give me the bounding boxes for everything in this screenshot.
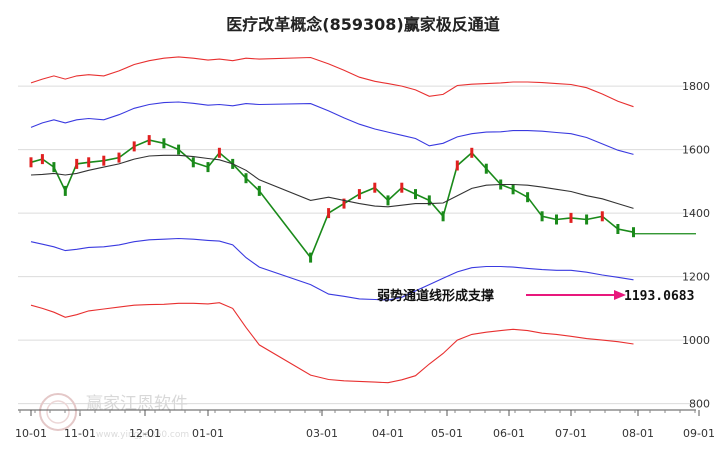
x-tick-label: 12-01 bbox=[129, 427, 161, 440]
annotation-value: 1193.0683 bbox=[624, 289, 694, 304]
candle-mark bbox=[357, 189, 361, 200]
candle-mark bbox=[244, 173, 248, 184]
candle-mark bbox=[87, 157, 91, 168]
candle-mark bbox=[511, 184, 515, 195]
y-tick-label: 1800 bbox=[682, 80, 710, 93]
candle-mark bbox=[191, 157, 195, 168]
candle-mark bbox=[117, 152, 121, 163]
series-layer bbox=[29, 56, 696, 384]
candle-mark bbox=[206, 162, 210, 173]
candle-mark bbox=[327, 208, 331, 219]
x-tick-label: 11-01 bbox=[64, 427, 96, 440]
y-tick-label: 1400 bbox=[682, 207, 710, 220]
candle-mark bbox=[102, 155, 106, 166]
candle-mark bbox=[29, 157, 33, 168]
y-tick-label: 1200 bbox=[682, 271, 710, 284]
annotation-text: 弱势通道线形成支撑 bbox=[377, 288, 494, 304]
candle-mark bbox=[342, 198, 346, 209]
x-tick-label: 09-01 bbox=[683, 427, 715, 440]
series-line-1 bbox=[30, 154, 634, 209]
series-line-0 bbox=[30, 139, 634, 260]
x-tick-label: 05-01 bbox=[431, 427, 463, 440]
candle-mark bbox=[52, 162, 56, 173]
x-tick-label: 06-01 bbox=[493, 427, 525, 440]
candle-mark bbox=[470, 147, 474, 158]
candle-mark bbox=[600, 211, 604, 222]
candle-mark bbox=[217, 147, 221, 158]
candle-mark bbox=[555, 214, 558, 225]
candle-mark bbox=[386, 195, 390, 206]
axis-layer: 10-01 11-01 12-01 01-01 03-01 04-01 05-01 06-01… bbox=[15, 80, 715, 440]
series-line-3 bbox=[30, 101, 634, 155]
candle-mark bbox=[455, 160, 459, 171]
candle-mark bbox=[257, 185, 261, 196]
watermark-sub: www.yingjia360.com bbox=[96, 430, 189, 440]
candle-mark bbox=[484, 163, 488, 174]
candle-mark bbox=[540, 211, 544, 222]
candle-mark bbox=[441, 211, 445, 222]
candle-mark bbox=[400, 182, 404, 193]
x-tick-label: 03-01 bbox=[306, 427, 338, 440]
series-line-5 bbox=[30, 302, 634, 384]
x-tick-label: 04-01 bbox=[372, 427, 404, 440]
watermark: 赢家江恩软件 www.yingjia360.com bbox=[39, 393, 189, 440]
candle-mark bbox=[40, 154, 44, 165]
watermark-logo-icon bbox=[39, 393, 77, 431]
candle-mark bbox=[632, 227, 635, 238]
candle-mark bbox=[63, 185, 67, 196]
watermark-logo-ring bbox=[46, 400, 70, 424]
x-tick-label: 01-01 bbox=[192, 427, 224, 440]
candle-mark bbox=[373, 182, 377, 193]
y-tick-label: 800 bbox=[689, 398, 710, 411]
candle-mark bbox=[526, 192, 530, 203]
candle-mark bbox=[569, 212, 573, 223]
candle-mark bbox=[427, 195, 431, 206]
candle-mark bbox=[75, 158, 79, 169]
series-line-2 bbox=[30, 56, 634, 108]
y-tick-label: 1600 bbox=[682, 144, 710, 157]
annotation-arrow-head bbox=[614, 290, 626, 300]
candle-mark bbox=[132, 141, 136, 152]
candle-mark bbox=[162, 138, 166, 149]
x-tick-label: 10-01 bbox=[15, 427, 47, 440]
y-tick-label: 1000 bbox=[682, 334, 710, 347]
candle-mark bbox=[309, 252, 313, 263]
x-tick-label: 08-01 bbox=[622, 427, 654, 440]
candle-mark bbox=[177, 144, 181, 155]
annotation: 弱势通道线形成支撑 1193.0683 bbox=[377, 288, 694, 304]
x-tick-label: 07-01 bbox=[555, 427, 587, 440]
candle-mark bbox=[616, 224, 620, 234]
chart-title: 医疗改革概念(859308)赢家极反通道 bbox=[226, 15, 499, 34]
candle-mark bbox=[147, 135, 151, 146]
series-line-4 bbox=[30, 237, 634, 301]
candle-mark bbox=[414, 189, 417, 200]
candle-mark bbox=[585, 214, 589, 225]
watermark-text: 赢家江恩软件 bbox=[86, 394, 188, 414]
